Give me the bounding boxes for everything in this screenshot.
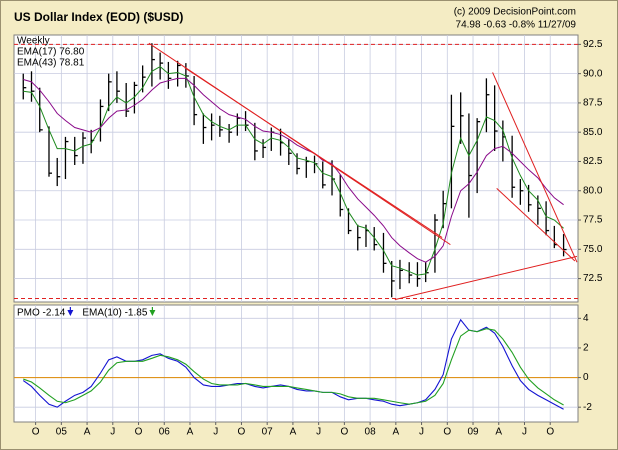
y-tick-label: 2	[583, 343, 589, 354]
trendline	[496, 188, 576, 262]
x-tick-label: O	[32, 427, 40, 438]
y-tick-label: 87.5	[583, 98, 603, 109]
source: (c) 2009 DecisionPoint.com	[454, 7, 576, 18]
x-tick-label: O	[443, 427, 451, 438]
legend-arrow	[67, 310, 74, 316]
legend-arrow	[149, 310, 156, 316]
x-tick-label: A	[84, 427, 91, 438]
x-tick-label: 06	[159, 427, 171, 438]
legend-entry: PMO -2.14	[17, 308, 66, 319]
y-tick-label: 72.5	[583, 273, 603, 284]
x-tick-label: O	[546, 427, 554, 438]
x-tick-label: 07	[262, 427, 274, 438]
x-tick-label: 09	[467, 427, 479, 438]
y-tick-label: 90.0	[583, 68, 603, 79]
legend-entry: EMA(10) -1.85	[82, 308, 147, 319]
y-tick-label: 82.5	[583, 156, 603, 167]
trendline	[492, 72, 578, 263]
y-tick-label: 4	[583, 313, 589, 324]
subtitle: Weekly	[17, 36, 50, 47]
trendline	[184, 67, 443, 239]
y-tick-label: 77.5	[583, 215, 603, 226]
x-tick-label: O	[340, 427, 348, 438]
x-tick-label: J	[316, 427, 321, 438]
trendline	[394, 255, 578, 301]
x-tick-label: 08	[365, 427, 377, 438]
chart-title: US Dollar Index (EOD) ($USD)	[14, 10, 183, 24]
y-tick-label: 0	[583, 372, 589, 383]
y-tick-label: 92.5	[583, 39, 603, 50]
x-tick-label: J	[419, 427, 424, 438]
x-tick-label: 05	[56, 427, 68, 438]
ema-line	[23, 77, 564, 263]
x-tick-label: A	[187, 427, 194, 438]
pmo-panel	[13, 304, 579, 423]
x-tick-label: J	[110, 427, 115, 438]
x-tick-label: J	[213, 427, 218, 438]
y-tick-label: 75.0	[583, 244, 603, 255]
legend-entry: EMA(43) 78.81	[17, 58, 85, 69]
y-tick-label: 85.0	[583, 127, 603, 138]
plot-layer: 72.5 75.0 77.5 80.0 82.5 85.0 87.5 90.0 92.5 -2 0 2…	[14, 35, 603, 438]
ema-line	[23, 66, 564, 276]
x-tick-label: J	[522, 427, 527, 438]
pmo-line	[23, 328, 564, 406]
y-tick-label: -2	[583, 402, 592, 413]
legend-entry: EMA(17) 76.80	[17, 47, 85, 58]
x-tick-label: A	[495, 427, 502, 438]
y-tick-label: 80.0	[583, 185, 603, 196]
x-tick-label: O	[135, 427, 143, 438]
x-tick-label: O	[238, 427, 246, 438]
x-tick-label: A	[392, 427, 399, 438]
price-panel	[13, 34, 579, 303]
x-tick-label: A	[290, 427, 297, 438]
quote: 74.98 -0.63 -0.8% 11/27/09	[456, 20, 577, 31]
